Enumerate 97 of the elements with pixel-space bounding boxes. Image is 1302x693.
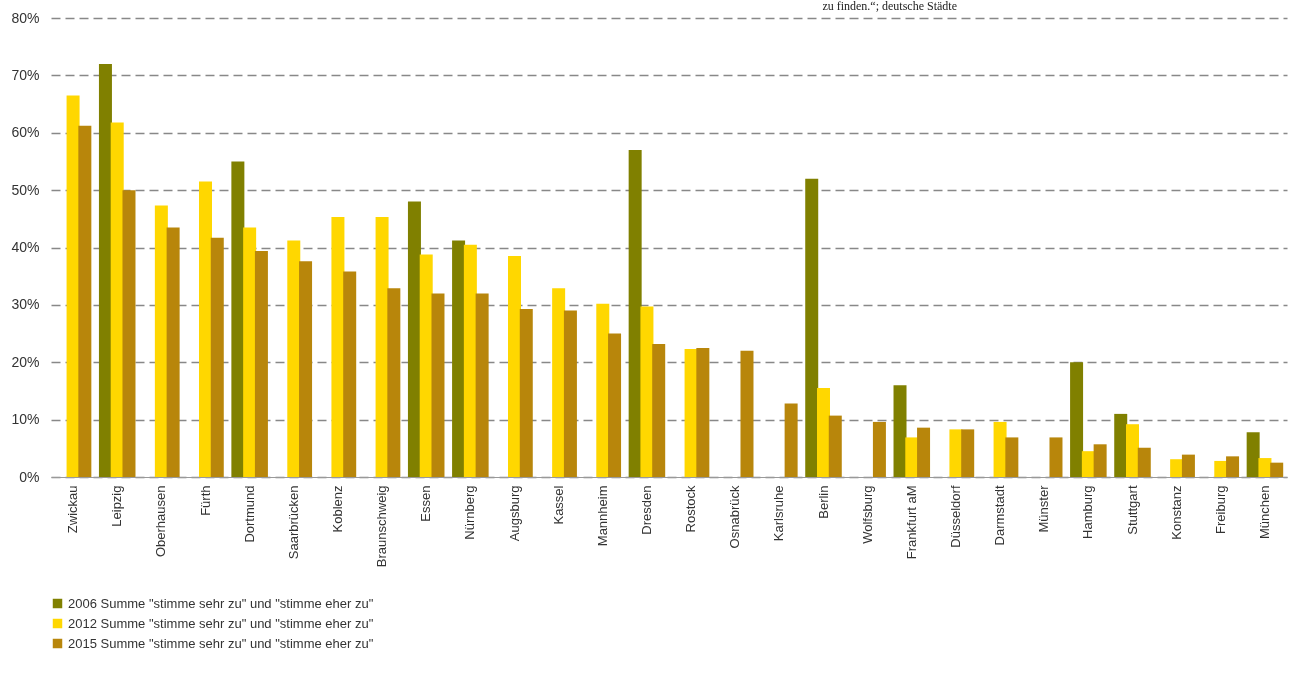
bar [231, 161, 245, 477]
bar [1049, 437, 1063, 477]
x-tick-label: Darmstadt [992, 485, 1008, 546]
x-tick-label: Braunschweig [374, 485, 390, 568]
bar [917, 427, 931, 477]
bar [475, 293, 489, 477]
bar [552, 288, 566, 477]
bar [628, 149, 642, 477]
legend-label: 2015 Summe "stimme sehr zu" und "stimme eher zu" [68, 635, 374, 651]
bar [949, 429, 963, 477]
x-tick-label: Hamburg [1080, 485, 1096, 539]
bar [387, 288, 401, 477]
x-tick-label: Dortmund [241, 485, 257, 543]
bar [1270, 462, 1284, 477]
bar [519, 308, 533, 477]
legend-label: 2012 Summe "stimme sehr zu" und "stimme eher zu" [68, 615, 374, 631]
y-tick-label: 30% [11, 296, 40, 313]
bar [1137, 447, 1151, 477]
x-tick-label: Freiburg [1212, 485, 1228, 534]
x-tick-label: Augsburg [506, 485, 522, 542]
bar [122, 190, 136, 477]
bar [696, 347, 710, 477]
bar [199, 181, 212, 477]
bar [805, 178, 819, 477]
x-tick-label: Frankfurt aM [903, 485, 919, 560]
x-tick-label: Mannheim [594, 485, 610, 547]
bar [1081, 451, 1095, 477]
bar [784, 403, 798, 477]
bar [98, 63, 112, 477]
x-tick-label: Berlin [815, 485, 831, 519]
bar [210, 237, 224, 477]
bar [740, 350, 754, 477]
y-tick-label: 0% [19, 468, 40, 485]
bar [254, 250, 268, 477]
bar [287, 240, 301, 477]
bar [563, 310, 577, 477]
x-tick-label: Münster [1036, 484, 1052, 533]
y-tick-label: 80% [11, 9, 40, 26]
bar [1093, 444, 1107, 477]
x-tick-label: Zwickau [65, 485, 81, 534]
bar [243, 227, 257, 477]
x-tick-label: Düsseldorf [947, 485, 963, 548]
bar [640, 306, 654, 477]
bar [407, 201, 421, 477]
bar [828, 415, 842, 477]
x-tick-label: Fürth [197, 485, 213, 516]
y-tick-label: 60% [11, 124, 40, 141]
bar [1226, 456, 1240, 477]
bar [608, 333, 622, 477]
bar [905, 437, 919, 477]
bar [463, 244, 477, 477]
x-tick-label: Essen [418, 485, 434, 522]
bar [452, 240, 466, 477]
y-tick-label: 40% [11, 239, 40, 255]
bar [431, 293, 445, 477]
bar [1258, 458, 1272, 477]
bar [1246, 432, 1260, 477]
bar [961, 429, 975, 477]
x-tick-label: München [1256, 485, 1272, 539]
x-tick-label: Saarbrücken [285, 485, 301, 560]
x-tick-label: Karlsruhe [771, 485, 787, 542]
x-tick-label: Rostock [683, 485, 699, 533]
bar [652, 343, 666, 477]
text: zu finden.“; deutsche Städte [822, 0, 957, 13]
bar [154, 205, 168, 477]
bar [596, 303, 610, 477]
bar [299, 261, 313, 477]
bar [1114, 413, 1128, 477]
bar [1126, 424, 1139, 477]
bar [331, 217, 345, 477]
x-tick-label: Dresden [638, 485, 654, 535]
x-tick-label: Oberhausen [153, 485, 169, 558]
y-tick-label: 20% [11, 353, 40, 370]
x-tick-label: Stuttgart [1124, 485, 1140, 535]
x-tick-label: Osnabrück [727, 485, 743, 549]
bar [508, 256, 521, 477]
x-tick-label: Wolfsburg [859, 485, 875, 544]
bar [817, 388, 830, 477]
bar [78, 125, 92, 477]
bar [343, 271, 357, 477]
y-tick-label: 70% [11, 66, 40, 83]
bar [893, 385, 907, 477]
bar [1170, 459, 1184, 477]
bar [1214, 460, 1228, 477]
bar [1005, 437, 1019, 477]
bar [1181, 454, 1195, 477]
y-tick-label: 50% [11, 181, 40, 198]
x-tick-label: Koblenz [329, 485, 345, 533]
bar [166, 227, 180, 477]
bar [1070, 362, 1084, 477]
bar [872, 421, 886, 477]
x-tick-label: Nürnberg [462, 485, 478, 540]
x-tick-label: Leipzig [109, 485, 125, 527]
y-tick-label: 10% [11, 411, 40, 428]
legend-label: 2006 Summe "stimme sehr zu" und "stimme eher zu" [68, 595, 374, 611]
x-tick-label: Konstanz [1168, 485, 1184, 540]
x-tick-label: Kassel [550, 485, 566, 525]
